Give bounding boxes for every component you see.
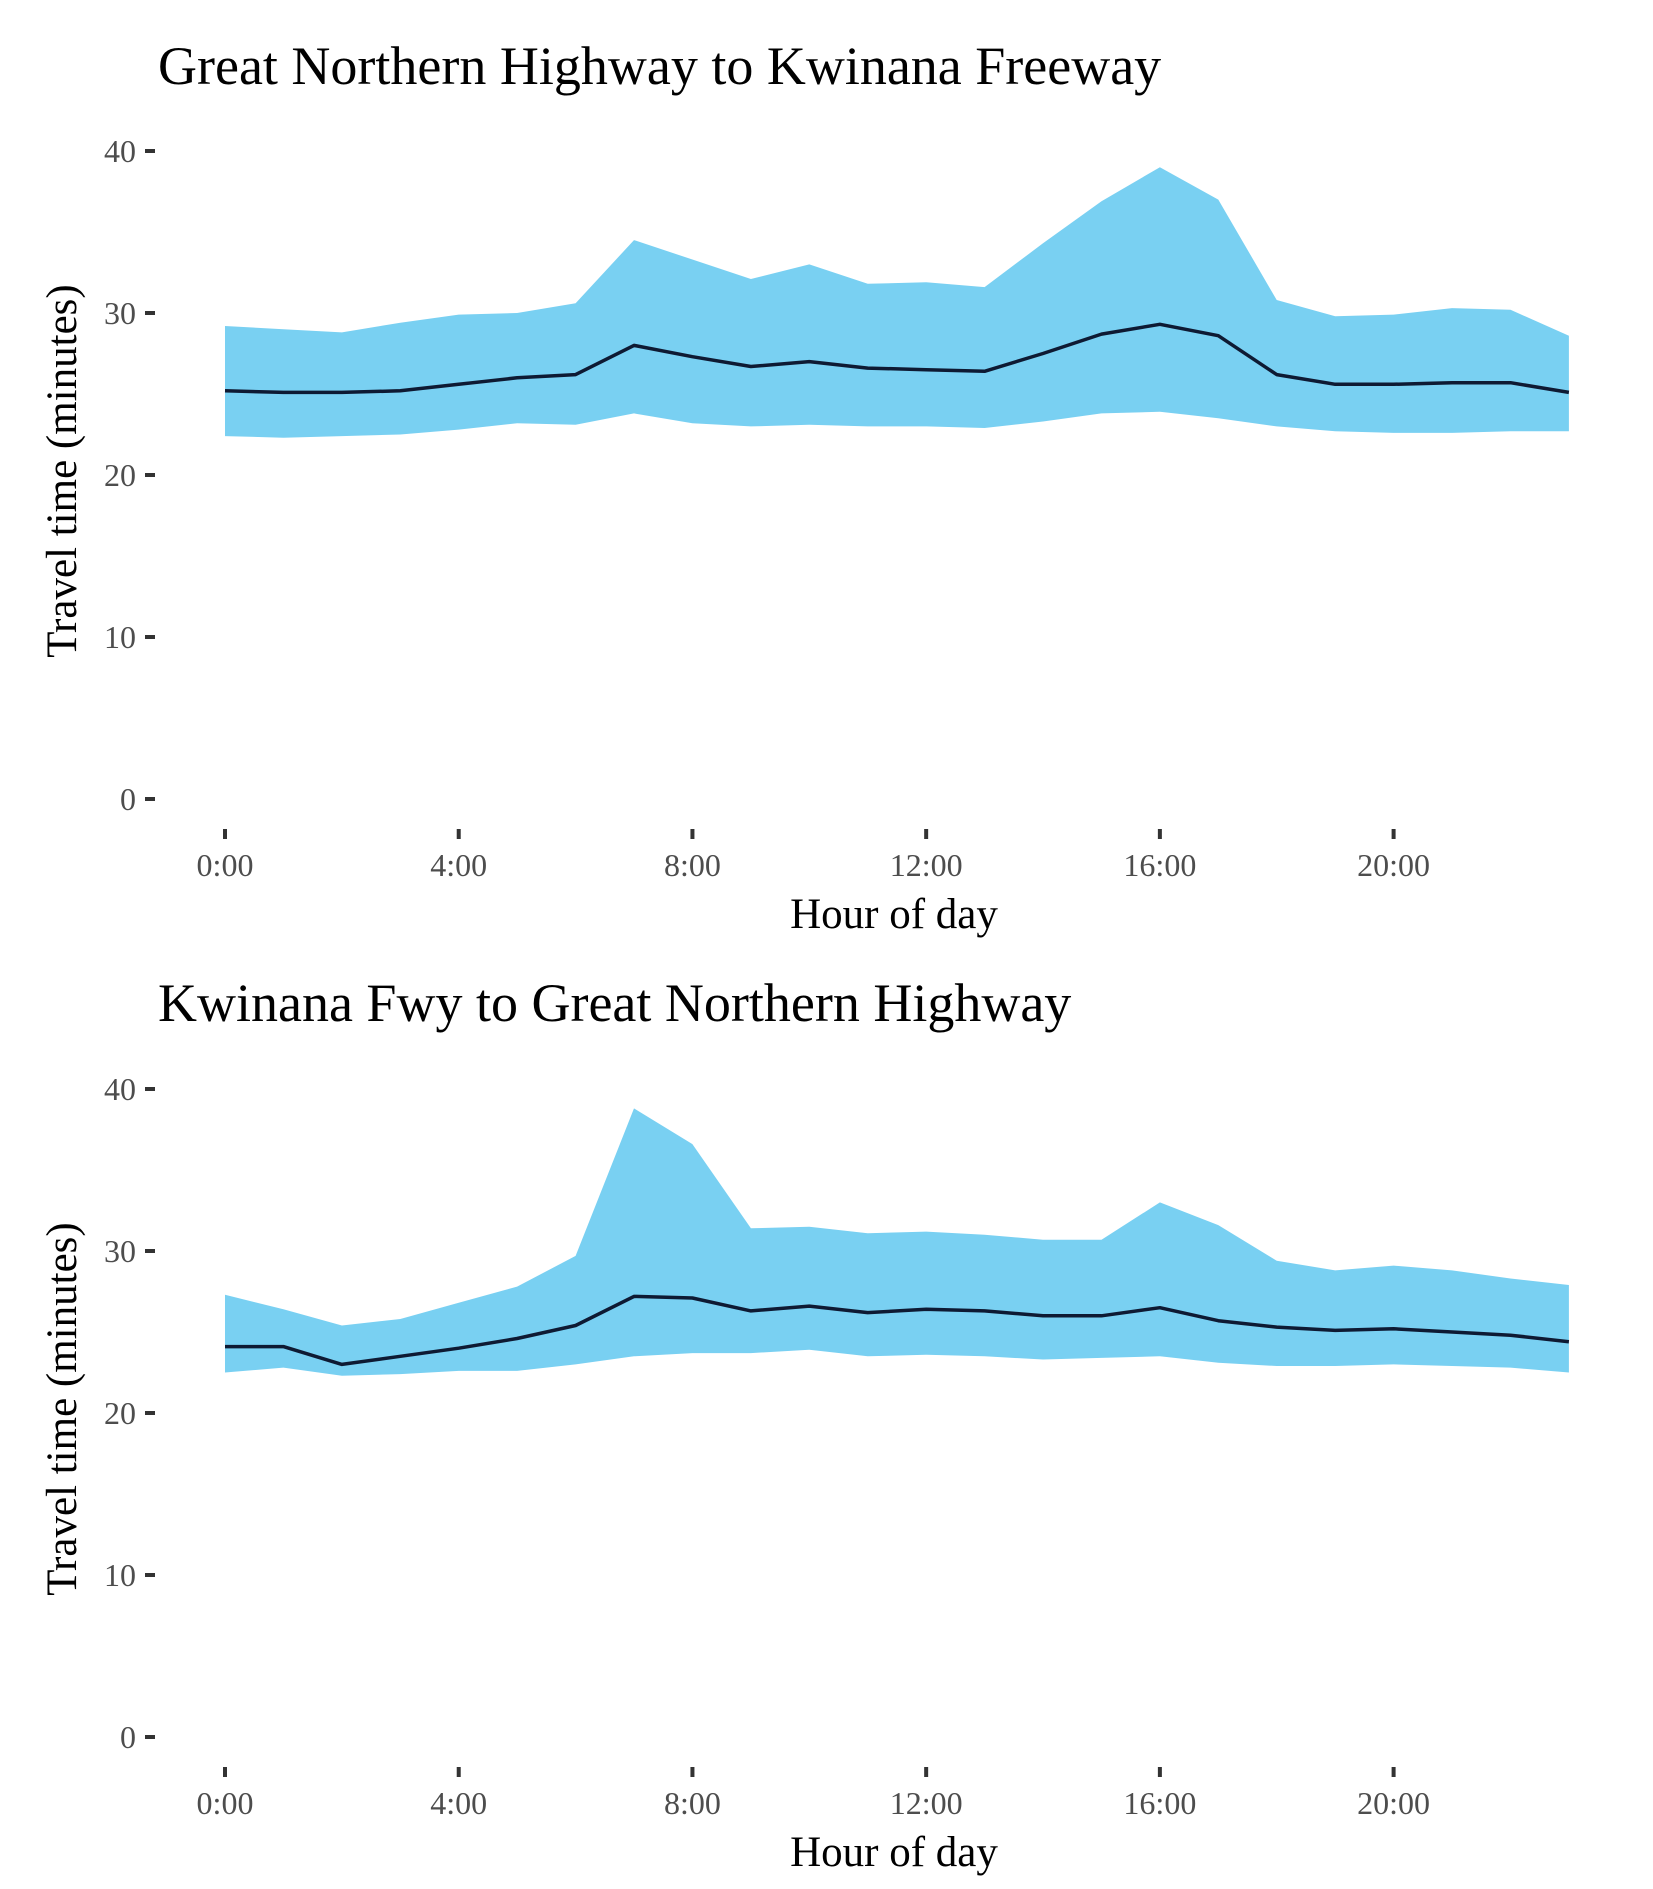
panel-1-x-tick-label: 20:00 bbox=[1357, 847, 1430, 883]
panel-2: Kwinana Fwy to Great Northern Highway 0 1… bbox=[39, 973, 1570, 1876]
panel-1-x-tick-label: 0:00 bbox=[197, 847, 254, 883]
panel-2-y-tick-label: 20 bbox=[104, 1395, 136, 1431]
panel-2-x-tick-label: 4:00 bbox=[430, 1785, 487, 1821]
panel-2-ribbon-band bbox=[225, 1108, 1569, 1376]
panel-2-x-axis-title: Hour of day bbox=[790, 1829, 998, 1876]
panel-2-plot-area: 0 10 20 30 40 0:00 4:00 8:00 12:00 16:00 20:00 bbox=[104, 1071, 1570, 1821]
panel-2-median-line bbox=[225, 1294, 1570, 1367]
panel-1-x-axis-title: Hour of day bbox=[790, 891, 998, 938]
panel-2-x-tick-label: 0:00 bbox=[197, 1785, 254, 1821]
panel-1-y-tick-label: 40 bbox=[104, 133, 136, 169]
panel-2-title: Kwinana Fwy to Great Northern Highway bbox=[158, 973, 1071, 1033]
panel-1-plot-area: 0 10 20 30 40 0:00 4:00 8:00 12:00 16:00 20:00 bbox=[104, 133, 1570, 883]
panel-1-x-tick-label: 16:00 bbox=[1123, 847, 1196, 883]
panel-2-y-axis-title: Travel time (minutes) bbox=[39, 1222, 86, 1595]
panel-1-x-tick-label: 8:00 bbox=[664, 847, 721, 883]
panel-2-y-tick-label: 40 bbox=[104, 1071, 136, 1107]
panel-2-y-tick-label: 30 bbox=[104, 1233, 136, 1269]
panel-2-x-tick-label: 12:00 bbox=[890, 1785, 963, 1821]
panel-1-x-tick-label: 4:00 bbox=[430, 847, 487, 883]
panel-1-title: Great Northern Highway to Kwinana Freewa… bbox=[158, 36, 1161, 96]
panel-1-ribbon-band bbox=[225, 167, 1569, 438]
panel-2-x-tick-label: 16:00 bbox=[1123, 1785, 1196, 1821]
panel-1: Great Northern Highway to Kwinana Freewa… bbox=[39, 36, 1570, 938]
panel-2-x-tick-label: 20:00 bbox=[1357, 1785, 1430, 1821]
panel-1-y-tick-label: 30 bbox=[104, 295, 136, 331]
panel-2-y-tick-label: 0 bbox=[120, 1719, 136, 1755]
panel-1-y-tick-label: 10 bbox=[104, 619, 136, 655]
panel-1-y-tick-label: 20 bbox=[104, 457, 136, 493]
panel-2-x-tick-label: 8:00 bbox=[664, 1785, 721, 1821]
panel-2-y-tick-label: 10 bbox=[104, 1557, 136, 1593]
panel-1-y-axis-title: Travel time (minutes) bbox=[39, 284, 86, 657]
panel-1-y-tick-label: 0 bbox=[120, 781, 136, 817]
panel-1-median-line bbox=[224, 322, 1570, 395]
panel-1-x-tick-label: 12:00 bbox=[890, 847, 963, 883]
